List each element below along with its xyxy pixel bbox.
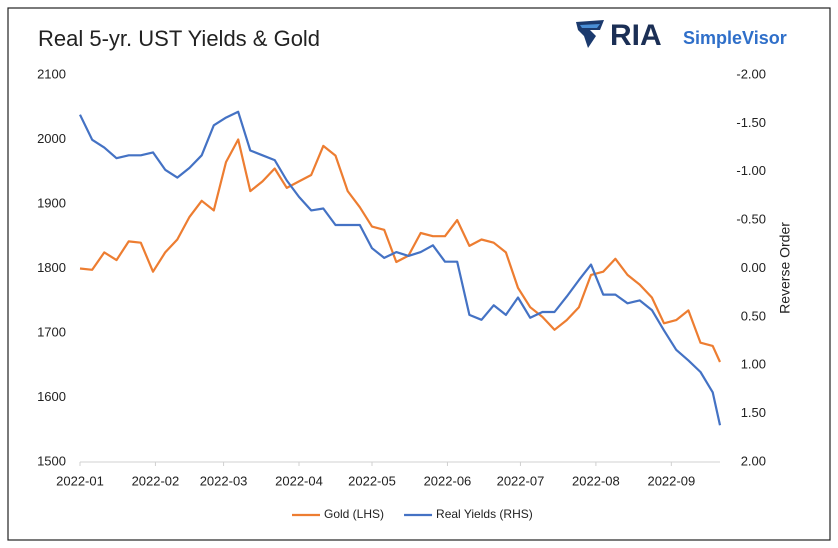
x-tick-label: 2022-05 [348, 473, 396, 488]
line-series [79, 138, 722, 363]
x-tick-label: 2022-03 [200, 473, 248, 488]
x-tick-label: 2022-04 [275, 473, 323, 488]
x-tick-label: 2022-02 [132, 473, 180, 488]
y-tick-label: 1500 [37, 453, 66, 468]
y2-tick-label: 2.00 [741, 453, 766, 468]
legend-label: Gold (LHS) [324, 507, 384, 521]
y-tick-label: 2100 [37, 66, 66, 81]
y2-tick-label: -2.00 [736, 66, 766, 81]
y2-tick-label: -1.50 [736, 115, 766, 130]
x-tick-label: 2022-07 [497, 473, 545, 488]
x-tick-label: 2022-08 [572, 473, 620, 488]
y2-tick-label: 1.50 [741, 405, 766, 420]
y-tick-label: 2000 [37, 131, 66, 146]
x-tick-label: 2022-01 [56, 473, 104, 488]
x-tick-label: 2022-09 [647, 473, 695, 488]
y2-tick-label: -1.00 [736, 163, 766, 178]
y-tick-label: 1600 [37, 389, 66, 404]
x-tick-label: 2022-06 [424, 473, 472, 488]
logo-subtext: SimpleVisor [683, 28, 787, 48]
line-series [79, 110, 722, 426]
y2-tick-label: 0.50 [741, 308, 766, 323]
logo-icon [576, 20, 604, 48]
y2-tick-label: 1.00 [741, 357, 766, 372]
chart-title: Real 5-yr. UST Yields & Gold [38, 26, 320, 51]
y-tick-label: 1800 [37, 260, 66, 275]
y-tick-label: 1900 [37, 195, 66, 210]
legend-label: Real Yields (RHS) [436, 507, 533, 521]
y2-tick-label: -0.50 [736, 212, 766, 227]
y-tick-label: 1700 [37, 324, 66, 339]
y2-tick-label: 0.00 [741, 260, 766, 275]
y2-axis-label: Reverse Order [777, 222, 793, 314]
logo-text: RIA [610, 19, 662, 52]
frame [7, 7, 831, 541]
